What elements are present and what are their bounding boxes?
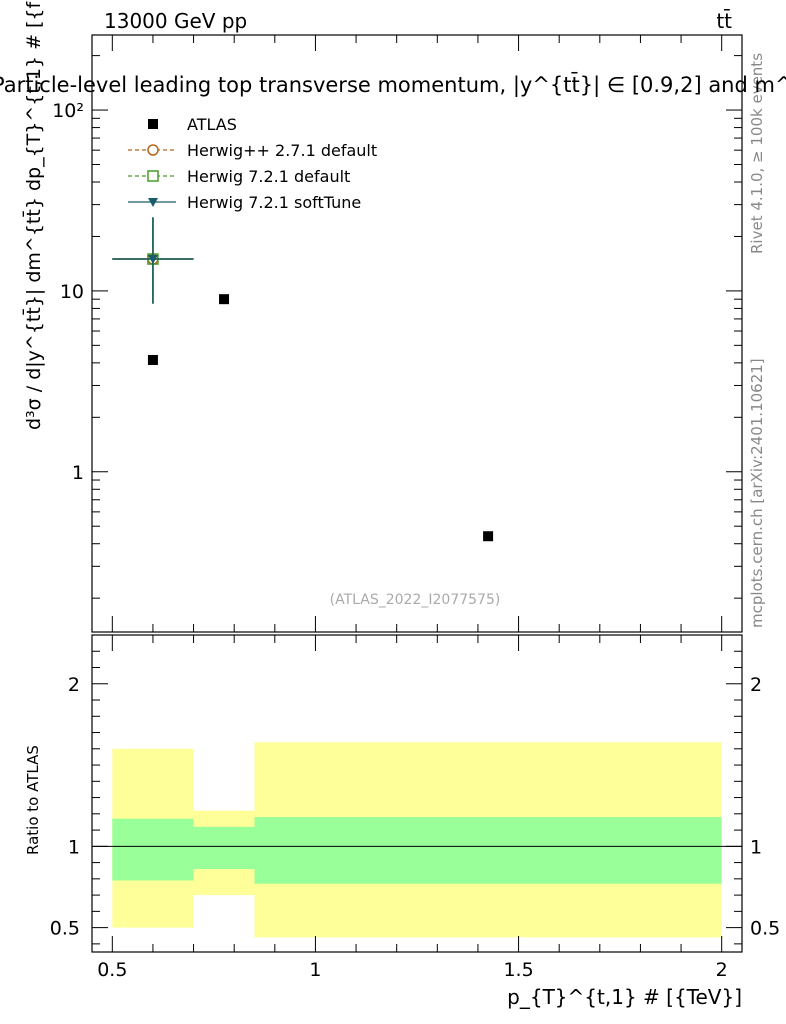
inner-uncertainty-band bbox=[193, 826, 255, 870]
inner-uncertainty-band bbox=[254, 817, 722, 884]
atlas-data-point bbox=[219, 294, 230, 305]
main-panel: 1 10 10² (ATLAS_2022_I2077575) Particle-le… bbox=[0, 0, 786, 633]
x-axis-label: p_{T}^{t,1} # [{TeV}] bbox=[507, 985, 742, 1009]
y-tick-label: 10 bbox=[60, 281, 84, 303]
ratio-y-axis-label: Ratio to ATLAS bbox=[24, 745, 42, 855]
atlas-data-point bbox=[147, 354, 158, 365]
main-frame bbox=[91, 34, 743, 633]
legend-label: ATLAS bbox=[187, 115, 237, 134]
legend-marker-square bbox=[147, 170, 159, 182]
ratio-y-tick-label: 1 bbox=[68, 836, 80, 858]
mc-point bbox=[112, 217, 194, 304]
main-data-points bbox=[112, 217, 494, 542]
ratio-y-tick-label: 0.5 bbox=[50, 918, 80, 940]
legend-entry: Herwig++ 2.7.1 default bbox=[128, 141, 377, 160]
legend-marker-triangle bbox=[148, 198, 158, 207]
x-tick-label: 1 bbox=[309, 959, 321, 981]
legend-entry: ATLAS bbox=[148, 115, 237, 134]
rivet-version-label: Rivet 4.1.0, ≥ 100k events bbox=[748, 53, 766, 254]
x-tick-label: 1.5 bbox=[503, 959, 533, 981]
energy-label: 13000 GeV pp bbox=[104, 9, 247, 33]
mc-marker-triangle bbox=[147, 255, 158, 265]
legend-marker-square bbox=[148, 119, 158, 129]
ratio-y-tick-label-right: 2 bbox=[750, 674, 762, 696]
atlas-data-point bbox=[483, 531, 494, 542]
mcplots-label: mcplots.cern.ch [arXiv:2401.10621] bbox=[748, 358, 766, 628]
analysis-watermark: (ATLAS_2022_I2077575) bbox=[330, 592, 501, 608]
legend-marker-circle bbox=[147, 144, 159, 156]
ratio-y-tick-label-right: 1 bbox=[750, 836, 762, 858]
plot-title: Particle-level leading top transverse mo… bbox=[0, 72, 786, 98]
ratio-y-tick-label-right: 0.5 bbox=[750, 918, 780, 940]
legend: ATLAS Herwig++ 2.7.1 default Herwig 7.2.1 … bbox=[128, 115, 377, 212]
legend-label: Herwig++ 2.7.1 default bbox=[187, 141, 377, 160]
ratio-uncertainty-bands bbox=[112, 742, 722, 938]
inner-uncertainty-band bbox=[112, 818, 194, 881]
legend-label: Herwig 7.2.1 default bbox=[187, 167, 350, 186]
ratio-axis-ticks: 0.5 0.5 1 1 2 2 0.5 1 1.5 2 bbox=[50, 634, 780, 981]
ratio-y-tick-label: 2 bbox=[68, 674, 80, 696]
y-tick-label: 1 bbox=[72, 462, 84, 484]
legend-label: Herwig 7.2.1 softTune bbox=[187, 193, 361, 212]
ratio-frame bbox=[91, 634, 743, 953]
main-y-axis-label: d³σ / d|y^{tt̄}| dm^{tt̄} dp_{T}^{t,1} #… bbox=[21, 0, 45, 430]
process-label: tt̄ bbox=[716, 8, 732, 33]
y-tick-label: 10² bbox=[52, 100, 84, 122]
ratio-panel: 0.5 0.5 1 1 2 2 0.5 1 1.5 2 Ratio to ATLAS p_{T}^… bbox=[24, 634, 780, 1009]
main-axis-ticks: 1 10 10² bbox=[52, 35, 742, 632]
x-tick-label: 2 bbox=[716, 959, 728, 981]
legend-entry: Herwig 7.2.1 softTune bbox=[128, 193, 361, 212]
legend-entry: Herwig 7.2.1 default bbox=[128, 167, 350, 186]
x-tick-label: 0.5 bbox=[97, 959, 127, 981]
